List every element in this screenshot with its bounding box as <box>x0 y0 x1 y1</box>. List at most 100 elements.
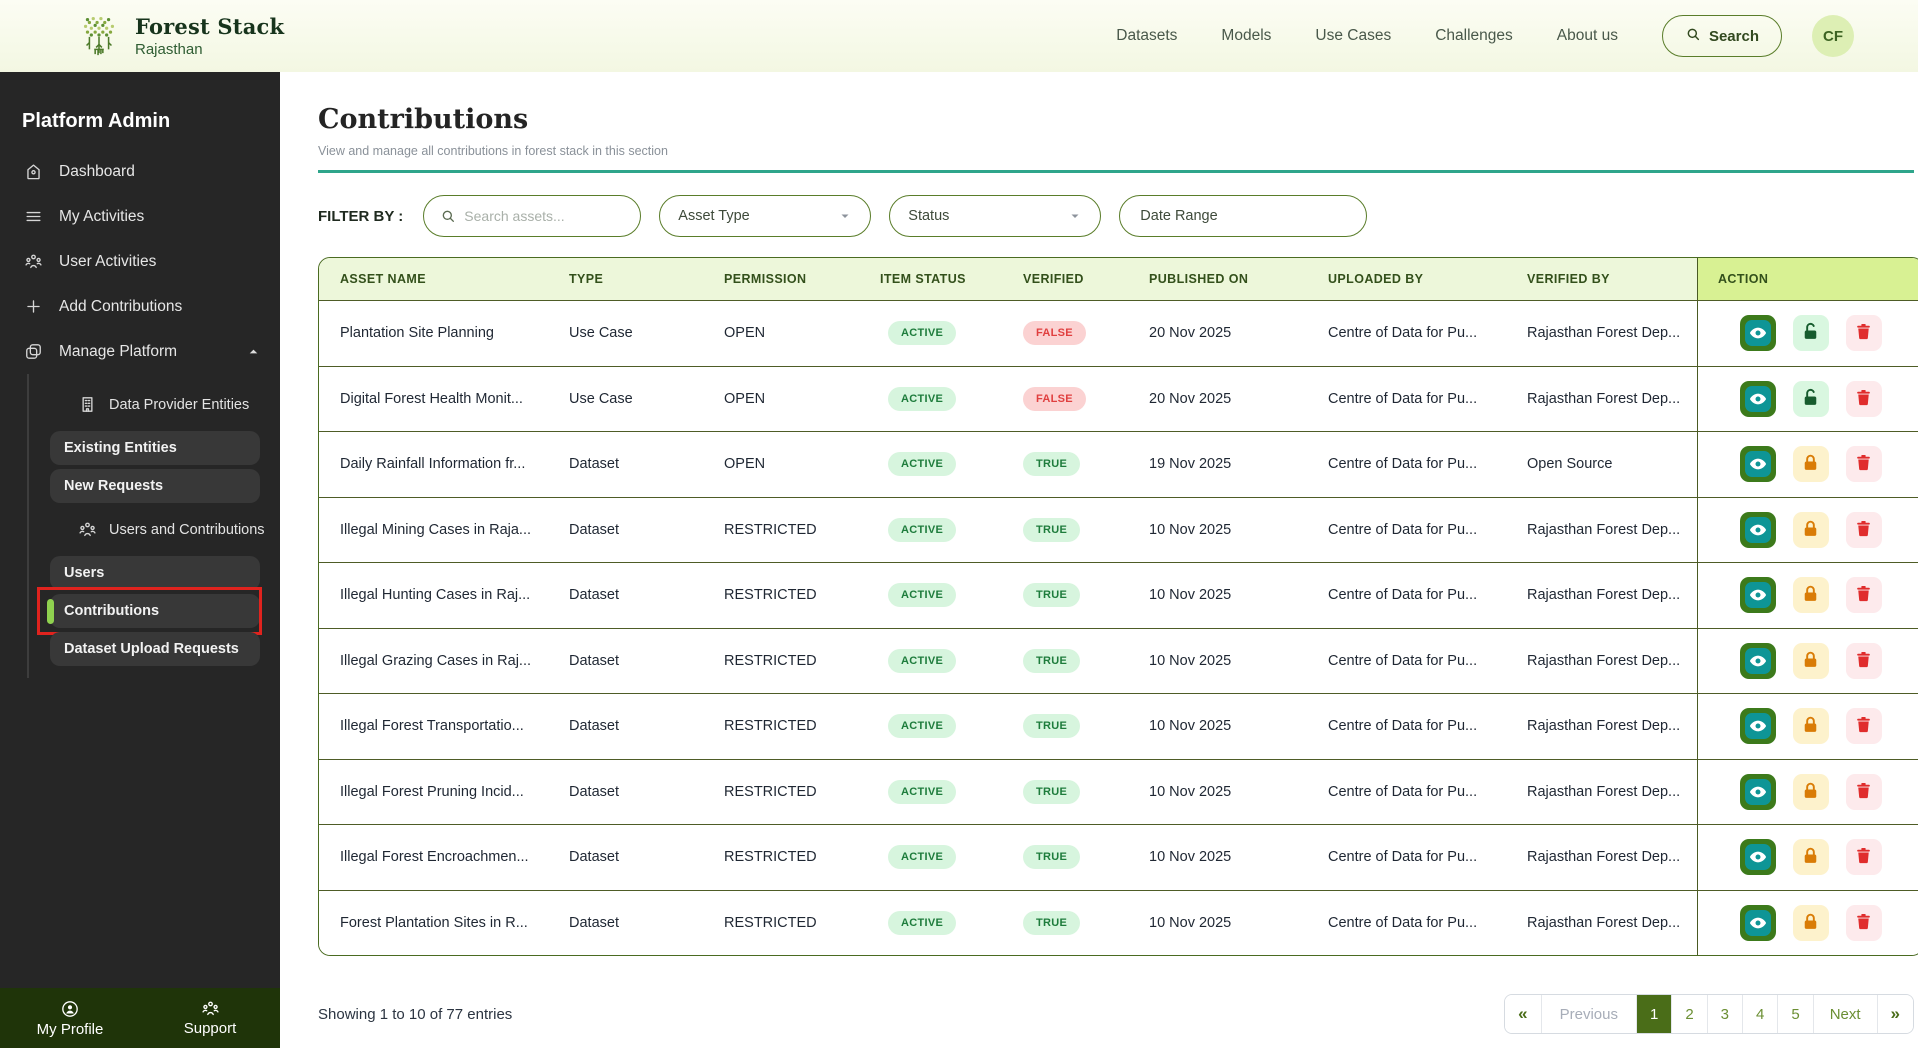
cell-verified: TRUE <box>1023 452 1149 476</box>
asset-search-field[interactable] <box>423 195 641 237</box>
delete-button[interactable] <box>1846 643 1882 679</box>
avatar[interactable]: CF <box>1812 15 1854 57</box>
lock-button[interactable] <box>1793 577 1829 613</box>
page-1-button[interactable]: 1 <box>1636 995 1671 1033</box>
my-profile-button[interactable]: My Profile <box>0 988 140 1048</box>
page-last-button[interactable]: » <box>1877 995 1913 1033</box>
sidebar-item-manage-platform[interactable]: Manage Platform <box>0 329 280 374</box>
sidebar-item-dashboard[interactable]: Dashboard <box>0 149 280 194</box>
view-button[interactable] <box>1740 577 1776 613</box>
unlock-button[interactable] <box>1793 381 1829 417</box>
support-button[interactable]: Support <box>140 988 280 1048</box>
view-button[interactable] <box>1740 512 1776 548</box>
page-first-button[interactable]: « <box>1505 995 1540 1033</box>
app: Forest Stack Rajasthan Datasets Models Use… <box>0 0 1918 1048</box>
delete-button[interactable] <box>1846 381 1882 417</box>
delete-button[interactable] <box>1846 577 1882 613</box>
delete-button[interactable] <box>1846 708 1882 744</box>
delete-button[interactable] <box>1846 446 1882 482</box>
cell-permission: RESTRICTED <box>724 718 880 734</box>
nav-link-about-us[interactable]: About us <box>1557 27 1618 45</box>
verified-badge: TRUE <box>1023 911 1080 935</box>
page-3-button[interactable]: 3 <box>1707 995 1742 1033</box>
delete-button[interactable] <box>1846 905 1882 941</box>
footer-item-label: My Profile <box>37 1021 104 1038</box>
sidebar-item-users[interactable]: Users <box>50 556 260 590</box>
sidebar-item-my-activities[interactable]: My Activities <box>0 194 280 239</box>
delete-button[interactable] <box>1846 839 1882 875</box>
lock-button[interactable] <box>1793 905 1829 941</box>
nav-link-models[interactable]: Models <box>1221 27 1271 45</box>
cell-published-on: 19 Nov 2025 <box>1149 456 1328 472</box>
search-button[interactable]: Search <box>1662 15 1782 57</box>
sidebar-item-data-provider-entities[interactable]: Data Provider Entities <box>29 382 270 427</box>
unlock-button[interactable] <box>1793 315 1829 351</box>
date-range-field[interactable]: Date Range <box>1119 195 1367 237</box>
nav-link-datasets[interactable]: Datasets <box>1116 27 1177 45</box>
cell-verified: TRUE <box>1023 518 1149 542</box>
sidebar-item-add-contributions[interactable]: Add Contributions <box>0 284 280 329</box>
nav-link-use-cases[interactable]: Use Cases <box>1315 27 1391 45</box>
cell-permission: OPEN <box>724 391 880 407</box>
cell-uploaded-by: Centre of Data for Pu... <box>1328 718 1527 734</box>
table-row: Illegal Hunting Cases in Raj...DatasetRE… <box>319 562 1918 628</box>
view-button[interactable] <box>1740 446 1776 482</box>
cell-type: Dataset <box>569 587 724 603</box>
pagination: «Previous12345Next» <box>1504 994 1914 1034</box>
sidebar-item-dataset-upload-requests[interactable]: Dataset Upload Requests <box>50 632 260 666</box>
verified-badge: FALSE <box>1023 321 1086 345</box>
page-4-button[interactable]: 4 <box>1742 995 1777 1033</box>
sidebar-item-existing-entities[interactable]: Existing Entities <box>50 431 260 465</box>
page-5-button[interactable]: 5 <box>1777 995 1812 1033</box>
table-row: Illegal Grazing Cases in Raj...DatasetRE… <box>319 628 1918 694</box>
asset-type-dropdown[interactable]: Asset Type <box>659 195 871 237</box>
lock-button[interactable] <box>1793 512 1829 548</box>
cell-uploaded-by: Centre of Data for Pu... <box>1328 391 1527 407</box>
search-assets-input[interactable] <box>464 208 610 224</box>
eye-icon <box>1745 517 1771 543</box>
cell-action <box>1697 498 1918 563</box>
status-badge: ACTIVE <box>888 452 956 476</box>
lock-button[interactable] <box>1793 643 1829 679</box>
status-dropdown[interactable]: Status <box>889 195 1101 237</box>
eye-icon <box>1745 648 1771 674</box>
view-button[interactable] <box>1740 315 1776 351</box>
page-title: Contributions <box>318 104 1918 135</box>
delete-button[interactable] <box>1846 315 1882 351</box>
verified-badge: TRUE <box>1023 583 1080 607</box>
lock-button[interactable] <box>1793 839 1829 875</box>
page-2-button[interactable]: 2 <box>1671 995 1706 1033</box>
table-row: Illegal Forest Pruning Incid...DatasetRE… <box>319 759 1918 825</box>
brand[interactable]: Forest Stack Rajasthan <box>76 11 284 62</box>
view-button[interactable] <box>1740 643 1776 679</box>
table-row: Illegal Mining Cases in Raja...DatasetRE… <box>319 497 1918 563</box>
table-row: Illegal Forest Encroachmen...DatasetREST… <box>319 824 1918 890</box>
delete-button[interactable] <box>1846 512 1882 548</box>
sidebar-item-new-requests[interactable]: New Requests <box>50 469 260 503</box>
sidebar-item-label: Manage Platform <box>59 343 177 361</box>
column-header-verified-by: VERIFIED BY <box>1527 272 1697 286</box>
lock-button[interactable] <box>1793 708 1829 744</box>
sidebar-item-user-activities[interactable]: User Activities <box>0 239 280 284</box>
lock-button[interactable] <box>1793 446 1829 482</box>
delete-button[interactable] <box>1846 774 1882 810</box>
cell-verified-by: Rajasthan Forest Dep... <box>1527 718 1697 734</box>
page-next-button[interactable]: Next <box>1813 995 1877 1033</box>
cell-verified: TRUE <box>1023 780 1149 804</box>
trash-icon <box>1854 781 1873 803</box>
filter-by-label: FILTER BY : <box>318 208 403 225</box>
trash-icon <box>1854 715 1873 737</box>
cell-published-on: 20 Nov 2025 <box>1149 391 1328 407</box>
nav-link-challenges[interactable]: Challenges <box>1435 27 1513 45</box>
view-button[interactable] <box>1740 774 1776 810</box>
page-prev-button[interactable]: Previous <box>1541 995 1636 1033</box>
view-button[interactable] <box>1740 381 1776 417</box>
view-button[interactable] <box>1740 905 1776 941</box>
view-button[interactable] <box>1740 839 1776 875</box>
lock-button[interactable] <box>1793 774 1829 810</box>
sidebar-item-users-and-contributions[interactable]: Users and Contributions <box>29 507 270 552</box>
sidebar-item-contributions[interactable]: Contributions <box>50 594 260 628</box>
status-badge: ACTIVE <box>888 518 956 542</box>
view-button[interactable] <box>1740 708 1776 744</box>
table-row: Digital Forest Health Monit...Use CaseOP… <box>319 366 1918 432</box>
